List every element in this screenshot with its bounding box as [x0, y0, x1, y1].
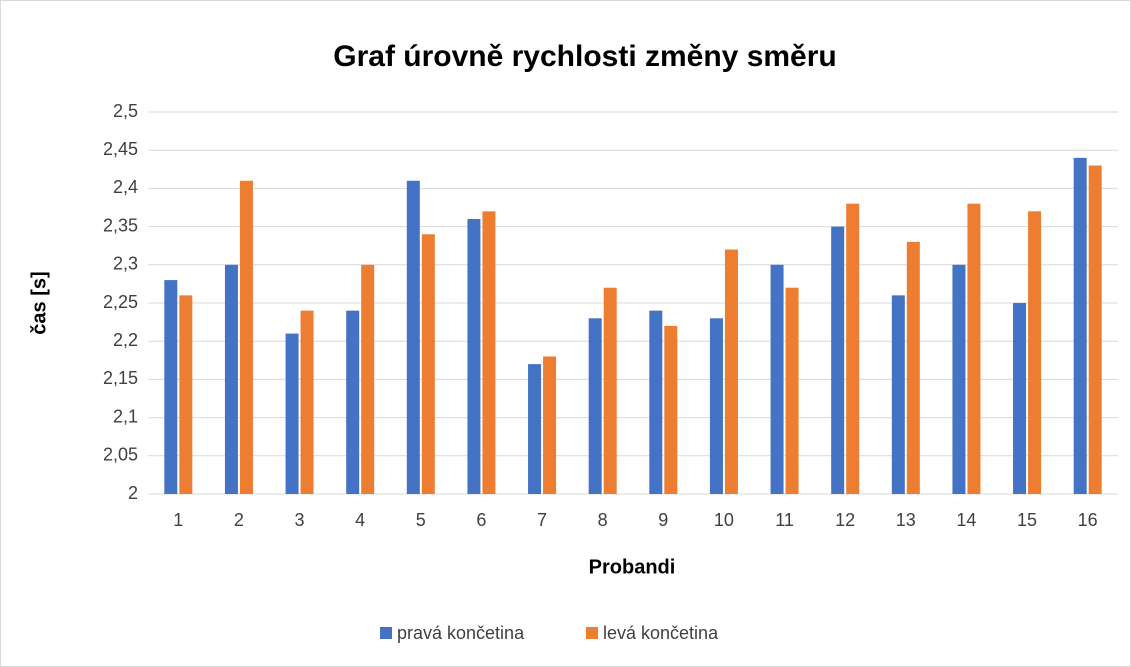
bar [179, 295, 193, 494]
x-tick-label: 12 [835, 510, 855, 530]
bar [1073, 157, 1087, 494]
x-tick-label: 15 [1017, 510, 1037, 530]
legend-label: levá končetina [603, 623, 719, 643]
bar [891, 295, 905, 494]
x-tick-label: 4 [355, 510, 365, 530]
bar [1088, 165, 1102, 495]
bar [482, 211, 496, 494]
x-tick-label: 7 [537, 510, 547, 530]
bar [603, 287, 617, 494]
y-tick-label: 2,25 [103, 292, 138, 312]
y-tick-label: 2,1 [113, 406, 138, 426]
bar [346, 310, 360, 494]
bar [770, 264, 784, 494]
legend-swatch [586, 627, 598, 639]
bar [1028, 211, 1042, 494]
bar [724, 249, 738, 494]
bar [846, 203, 860, 494]
y-tick-label: 2,2 [113, 330, 138, 350]
chart-title: Graf úrovně rychlosti změny směru [333, 40, 837, 73]
bar [649, 310, 663, 494]
x-tick-label: 3 [295, 510, 305, 530]
bar [528, 364, 542, 494]
x-axis-label: Probandi [589, 556, 676, 578]
bar [588, 318, 602, 494]
y-axis-label: čas [s] [28, 271, 50, 334]
bar [467, 218, 481, 494]
y-tick-label: 2 [128, 483, 138, 503]
x-tick-label: 13 [896, 510, 916, 530]
x-tick-label: 11 [775, 510, 794, 530]
bar [785, 287, 799, 494]
bar [300, 310, 314, 494]
y-tick-label: 2,45 [103, 139, 138, 159]
x-tick-label: 10 [714, 510, 734, 530]
x-tick-label: 6 [476, 510, 486, 530]
bar [361, 264, 375, 494]
bar [831, 226, 845, 494]
bar [164, 280, 178, 494]
y-tick-label: 2,4 [113, 177, 138, 197]
bar [239, 180, 253, 494]
x-tick-label: 9 [658, 510, 668, 530]
y-tick-label: 2,35 [103, 215, 138, 235]
bar [906, 241, 920, 494]
bar [967, 203, 981, 494]
y-tick-label: 2,05 [103, 445, 138, 465]
y-tick-label: 2,15 [103, 368, 138, 388]
bar [1013, 303, 1027, 494]
bar [421, 234, 435, 495]
y-tick-label: 2,3 [113, 254, 138, 274]
x-tick-label: 14 [956, 510, 976, 530]
bar [543, 356, 557, 494]
bar [406, 180, 420, 494]
bar [709, 318, 723, 494]
legend-label: pravá končetina [397, 623, 525, 643]
bar [224, 264, 238, 494]
x-tick-label: 1 [173, 510, 183, 530]
bar [952, 264, 966, 494]
bar [285, 333, 299, 494]
x-tick-label: 2 [234, 510, 244, 530]
x-tick-label: 8 [598, 510, 608, 530]
legend-swatch [380, 627, 392, 639]
x-tick-label: 16 [1078, 510, 1098, 530]
y-tick-label: 2,5 [113, 101, 138, 121]
bar [664, 325, 678, 494]
x-tick-label: 5 [416, 510, 426, 530]
